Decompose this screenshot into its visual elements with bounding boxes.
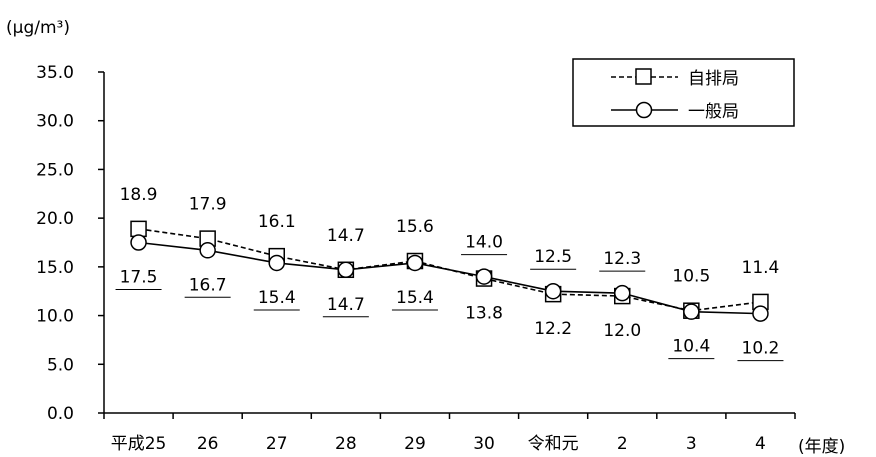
data-label: 12.0 (603, 321, 641, 341)
data-label: 18.9 (120, 185, 158, 205)
data-point-circle (683, 303, 700, 320)
y-tick-label: 5.0 (47, 355, 74, 375)
legend-label-jihai: 自排局 (688, 69, 739, 89)
y-tick-group: 0.0 5.0 10.0 15.0 20.0 25.0 30.0 35.0 (36, 63, 104, 424)
series-layer (130, 220, 769, 322)
y-tick-label: 30.0 (36, 112, 74, 132)
data-label: 14.7 (327, 295, 365, 315)
x-tick-label: 平成25 (111, 434, 167, 454)
y-tick-label: 35.0 (36, 63, 74, 83)
data-label: 10.2 (742, 339, 780, 359)
x-tick-label: 2 (617, 434, 628, 454)
x-tick-label: 3 (686, 434, 697, 454)
y-tick-label: 15.0 (36, 258, 74, 278)
y-tick-label: 25.0 (36, 160, 74, 180)
data-label: 15.4 (396, 288, 434, 308)
data-label: 15.4 (258, 288, 296, 308)
data-point-circle (614, 284, 631, 302)
data-label: 12.2 (534, 319, 572, 339)
data-point-circle (752, 305, 769, 322)
x-tick-label: 26 (197, 434, 219, 454)
legend-label-ippan: 一般局 (688, 102, 739, 122)
data-point-square (130, 220, 147, 238)
data-point-circle (544, 282, 562, 300)
data-label: 17.5 (120, 268, 158, 288)
data-label: 14.0 (465, 233, 503, 253)
x-tick-group: 平成25 26 27 28 29 30 令和元 2 3 4 (103, 413, 796, 454)
data-label-layer: 18.9 17.5 17.9 16.7 16.1 15.4 14.7 14.7 15.6 15.4… (115, 185, 784, 362)
legend-box (572, 58, 795, 127)
y-tick-label: 0.0 (47, 404, 74, 424)
data-label: 11.4 (742, 258, 780, 278)
x-tick-label: 30 (473, 434, 495, 454)
y-tick-label: 20.0 (36, 209, 74, 229)
legend-marker-circle (635, 101, 653, 119)
data-label: 16.1 (258, 212, 296, 232)
data-label: 17.9 (189, 195, 227, 215)
y-tick-label: 10.0 (36, 307, 74, 327)
data-point-circle (337, 261, 355, 279)
data-point-circle (268, 254, 285, 272)
data-label: 14.7 (327, 226, 365, 246)
data-label: 12.3 (603, 249, 641, 269)
x-tick-label: 令和元 (528, 434, 579, 454)
data-label: 16.7 (189, 275, 227, 295)
data-label: 13.8 (465, 304, 503, 324)
data-label: 15.6 (396, 217, 434, 237)
legend: 自排局 一般局 (572, 58, 795, 127)
data-point-circle (130, 234, 147, 251)
x-unit-label: (年度) (798, 437, 845, 457)
data-label: 10.4 (672, 337, 710, 357)
legend-marker-square (635, 68, 652, 85)
data-label: 10.5 (672, 267, 710, 287)
data-label: 12.5 (534, 247, 572, 267)
data-point-circle (475, 268, 493, 285)
x-tick-label: 28 (335, 434, 357, 454)
y-unit-label: (μg/m³) (6, 18, 70, 38)
x-tick-label: 4 (755, 434, 766, 454)
x-tick-label: 27 (266, 434, 288, 454)
data-point-circle (199, 242, 216, 259)
x-tick-label: 29 (404, 434, 426, 454)
data-point-circle (406, 254, 424, 272)
series-line-1 (138, 241, 761, 315)
